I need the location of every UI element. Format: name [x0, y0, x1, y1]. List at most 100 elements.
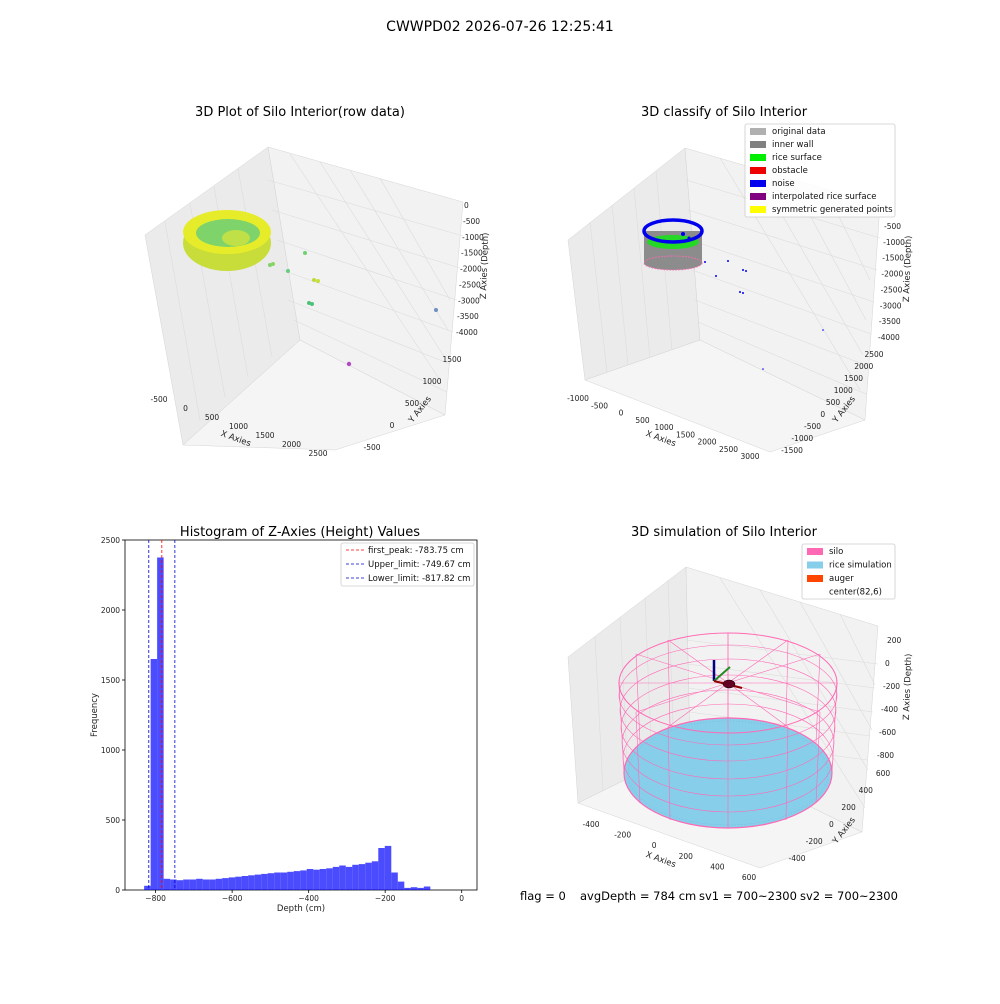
raw-y-ticks: -500 0 500 1000 1500 [363, 355, 461, 452]
classify-y-tick: -1000 [791, 434, 813, 443]
classify-point-cloud [642, 218, 824, 370]
histogram-bar [254, 874, 262, 890]
classify-legend-frame [744, 123, 896, 218]
raw-x-tick: 1000 [229, 422, 248, 431]
classify-z-label: Z Axies (Depth) [902, 235, 914, 302]
classify-z-tick: -1000 [883, 238, 905, 247]
classify-y-tick: -500 [804, 422, 821, 431]
histogram-bar [378, 848, 385, 890]
classify-y-tick: 0 [820, 410, 825, 419]
raw-y-tick: 0 [390, 421, 395, 430]
raw-x-ticks: -500 0 500 1000 1500 2000 2500 [150, 395, 327, 458]
raw-x-tick: 2500 [308, 449, 327, 458]
classify-x-tick: 1000 [654, 423, 673, 432]
raw-z-ticks: 0 -500 -1000 -1500 -2000 -2500 -3000 -3500 -4000 [456, 201, 484, 337]
histogram-bar [144, 885, 151, 890]
histogram-legend-label: Upper_limit: -749.67 cm [368, 560, 471, 570]
simulation-legend-swatch [807, 561, 823, 569]
histogram-bar [241, 876, 249, 890]
histogram-title: Histogram of Z-Axies (Height) Values [180, 525, 420, 540]
simulation-legend-label: center(82,6) [829, 588, 882, 598]
histogram-bar [287, 871, 294, 890]
classify-x-label: X Axies [644, 429, 677, 449]
histogram-x-tick: −800 [145, 894, 166, 903]
classify-z-tick: -500 [884, 222, 901, 231]
histogram-bar [163, 878, 171, 890]
raw-z-tick: -2000 [460, 265, 482, 274]
histogram-bar [189, 879, 197, 890]
histogram-y-tick: 2000 [101, 606, 120, 615]
histogram-panel: Histogram of Z-Axies (Height) Values −80… [90, 525, 478, 914]
histogram-bar [410, 887, 418, 890]
simulation-silo [618, 632, 838, 829]
classify-z-tick: -2000 [881, 270, 903, 279]
histogram-bar [332, 866, 340, 890]
auger-marker [712, 660, 743, 689]
classify-x-tick: 3000 [740, 452, 759, 461]
classify-y-tick: 500 [826, 398, 841, 407]
histogram-bar [384, 845, 392, 890]
classify-z-tick: -1500 [882, 254, 904, 263]
histogram-bar [248, 875, 255, 890]
classify-legend-swatch [750, 167, 766, 174]
simulation-legend-label: auger [829, 574, 854, 584]
simulation-x-tick: 0 [652, 841, 657, 850]
histogram-y-tick: 1000 [101, 746, 120, 755]
histogram-reference-lines [148, 540, 176, 890]
raw-z-tick: -3000 [458, 296, 480, 305]
histogram-legend-label: first_peak: -783.75 cm [368, 546, 464, 556]
histogram-bar [404, 887, 411, 890]
raw-z-label: Z Axies (Depth) [479, 232, 491, 299]
histogram-bar [293, 871, 301, 890]
raw-z-tick: -500 [463, 217, 480, 226]
simulation-legend-swatch [807, 548, 823, 555]
classify-x-tick: 2500 [719, 445, 738, 454]
simulation-y-tick: 600 [876, 769, 891, 778]
classify-x-tick: -1000 [567, 394, 589, 403]
raw-x-tick: 500 [205, 413, 220, 422]
simulation-x-tick: 200 [679, 852, 694, 861]
histogram-bar [345, 866, 353, 890]
classify-legend-swatch [750, 128, 766, 135]
raw-data-panel: 3D Plot of Silo Interior(row data) [144, 105, 491, 458]
simulation-panel: 3D simulation of Silo Interior [567, 525, 914, 882]
classify-legend-label: symmetric generated points [772, 205, 893, 215]
raw-y-tick: 1500 [442, 355, 461, 364]
histogram-bar [313, 869, 320, 890]
classify-z-tick: -3500 [879, 317, 901, 326]
histogram-bar [215, 878, 223, 890]
histogram-bar [202, 879, 210, 890]
histogram-x-tick: 0 [459, 894, 464, 903]
histogram-x-ticks: −800 −600 −400 −200 0 [145, 890, 464, 903]
raw-panel-title: 3D Plot of Silo Interior(row data) [195, 105, 405, 120]
histogram-y-tick: 1500 [101, 676, 120, 685]
sv2-text: sv2 = 700~2300 [800, 889, 898, 903]
raw-ring-center [222, 230, 250, 246]
histogram-bar [157, 557, 164, 890]
histogram-bar [261, 873, 268, 890]
histogram-y-tick: 2500 [101, 536, 120, 545]
histogram-y-label: Frequency [90, 693, 100, 737]
histogram-bar [339, 865, 346, 890]
histogram-bar [228, 877, 236, 890]
raw-x-tick: 1500 [255, 431, 274, 440]
histogram-bar [235, 876, 242, 890]
classify-legend-label: noise [772, 179, 795, 189]
histogram-bar [365, 862, 372, 890]
classify-z-tick: -3000 [880, 301, 902, 310]
histogram-bar [170, 879, 177, 890]
classify-legend-swatch [750, 206, 766, 213]
simulation-legend-label: silo [829, 547, 843, 557]
histogram-bar [319, 869, 327, 890]
raw-y-tick: 1000 [422, 377, 441, 386]
histogram-bar [176, 880, 184, 890]
raw-y-tick: 500 [405, 399, 420, 408]
histogram-bar [371, 861, 379, 890]
simulation-y-tick: 400 [859, 786, 874, 795]
raw-x-tick: 0 [183, 404, 188, 413]
classify-z-tick: -2500 [881, 285, 903, 294]
classify-y-tick: 1000 [834, 386, 853, 395]
